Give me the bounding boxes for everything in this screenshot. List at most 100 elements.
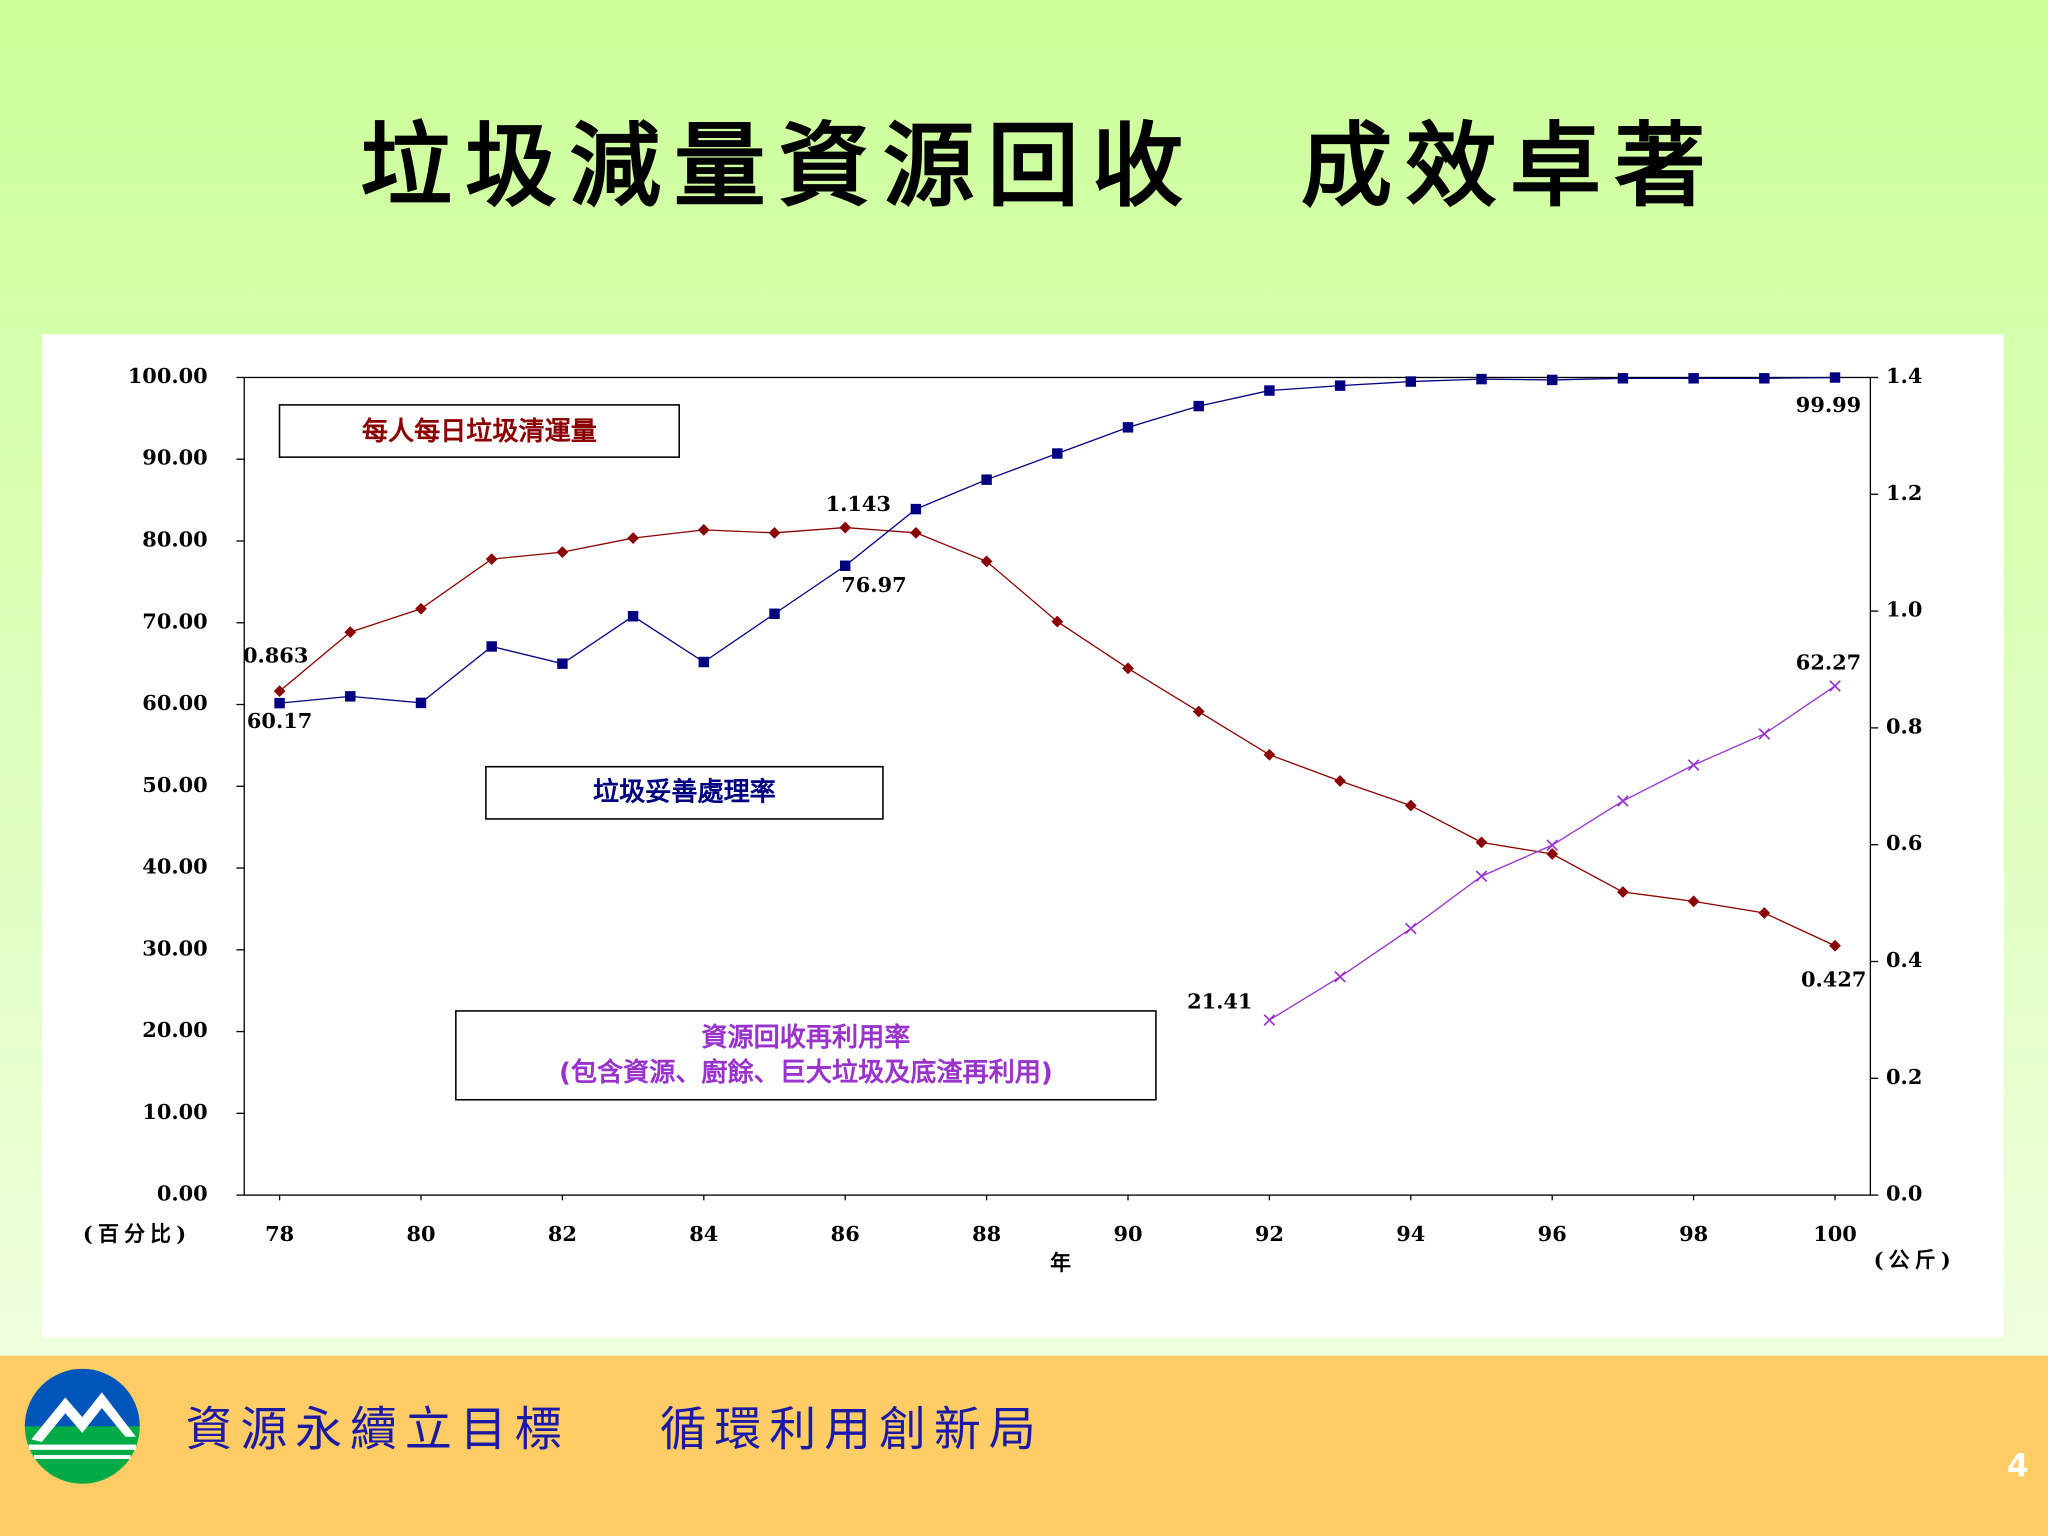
- slide-title: 垃圾減量資源回收 成效卓著: [361, 112, 1719, 219]
- marker: [1546, 848, 1559, 860]
- y2-tick-label: 0.8: [1886, 713, 1922, 738]
- data-label: 0.427: [1801, 966, 1866, 991]
- marker: [273, 685, 286, 697]
- y-tick-label: 40.00: [142, 854, 207, 879]
- data-label: 62.27: [1796, 649, 1861, 674]
- marker: [345, 691, 356, 702]
- y2-tick-label: 0.2: [1886, 1064, 1922, 1089]
- x-tick-label: 96: [1538, 1221, 1567, 1246]
- chart: 0.00 10.00 20.00 30.00 40.00 50.00 60.00 70.00 8…: [83, 363, 1956, 1275]
- marker: [1192, 705, 1205, 718]
- marker: [1617, 373, 1629, 384]
- legend-box: [455, 1010, 1157, 1101]
- marker: [768, 526, 781, 539]
- data-label: 99.99: [1796, 392, 1861, 417]
- marker: [1122, 422, 1134, 433]
- chart-panel: [41, 334, 2004, 1338]
- legend-label: (包含資源、廚餘、巨大垃圾及底渣再利用): [559, 1057, 1053, 1088]
- marker: [1051, 615, 1064, 628]
- footer-slogan: 循環利用創新局: [660, 1402, 1044, 1457]
- x-tick-label: 86: [831, 1221, 860, 1246]
- x-tick-label: 82: [548, 1221, 577, 1246]
- marker: [627, 532, 639, 544]
- x-tick-label: 88: [972, 1221, 1001, 1246]
- data-label: 76.97: [841, 572, 906, 597]
- y2-tick-label: 1.4: [1886, 363, 1922, 388]
- y-tick-label: 30.00: [142, 935, 207, 960]
- marker: [910, 503, 922, 515]
- y2-tick-label: 0.4: [1886, 947, 1922, 972]
- data-label: 1.143: [826, 491, 891, 516]
- legend-box: [485, 765, 884, 820]
- marker: [1334, 380, 1346, 391]
- page-number: 4: [2007, 1448, 2029, 1484]
- marker: [415, 602, 427, 615]
- marker: [1475, 870, 1488, 883]
- footer-band: [0, 1355, 2048, 1536]
- marker: [698, 656, 710, 668]
- marker: [1052, 448, 1063, 459]
- marker: [1404, 922, 1417, 935]
- marker: [1404, 799, 1417, 812]
- y2-tick-label: 0.0: [1886, 1181, 1922, 1206]
- y-tick-label: 90.00: [142, 445, 207, 470]
- data-label: 60.17: [247, 708, 312, 733]
- data-label: 21.41: [1187, 989, 1252, 1014]
- marker: [1263, 1014, 1276, 1026]
- marker: [1829, 939, 1841, 952]
- marker: [1546, 839, 1559, 851]
- marker: [1759, 373, 1770, 384]
- marker: [486, 641, 497, 652]
- marker: [1829, 372, 1841, 383]
- marker: [556, 546, 569, 558]
- marker: [485, 553, 498, 565]
- marker: [981, 474, 992, 485]
- y-tick-label: 100.00: [128, 363, 208, 388]
- y-tick-label: 80.00: [142, 526, 207, 551]
- marker: [910, 526, 922, 539]
- x-tick-label: 78: [265, 1221, 294, 1246]
- x-axis-label: 年: [1050, 1250, 1071, 1275]
- marker: [1829, 680, 1841, 692]
- marker: [1193, 400, 1204, 412]
- marker: [1476, 373, 1487, 385]
- marker: [274, 697, 285, 709]
- legend-label: 每人每日垃圾清運量: [362, 416, 597, 447]
- marker: [1475, 836, 1488, 849]
- y-tick-label: 60.00: [142, 690, 207, 715]
- y2-axis-label: (公斤): [1874, 1247, 1956, 1272]
- marker: [627, 610, 639, 622]
- y-tick-label: 10.00: [142, 1099, 207, 1124]
- marker: [697, 524, 710, 536]
- marker: [1617, 795, 1629, 807]
- marker: [557, 658, 568, 669]
- y-tick-label: 70.00: [142, 608, 207, 633]
- y-tick-label: 20.00: [142, 1017, 207, 1042]
- marker: [1688, 373, 1699, 384]
- marker: [1687, 895, 1700, 908]
- y2-tick-label: 0.6: [1886, 830, 1922, 855]
- x-tick-label: 84: [689, 1221, 718, 1246]
- marker: [839, 521, 852, 534]
- marker: [1687, 759, 1700, 771]
- x-tick-label: 98: [1679, 1221, 1708, 1246]
- marker: [415, 697, 427, 709]
- marker: [980, 555, 993, 568]
- legend-label: 資源回收再利用率: [701, 1022, 910, 1053]
- y2-tick-label: 1.0: [1886, 597, 1922, 622]
- x-tick-label: 90: [1113, 1221, 1142, 1246]
- marker: [769, 608, 780, 619]
- marker: [1758, 728, 1771, 740]
- marker: [1546, 374, 1558, 386]
- x-tick-label: 94: [1396, 1221, 1425, 1246]
- footer-slogan: 資源永續立目標: [185, 1402, 569, 1457]
- data-label: 0.863: [243, 643, 308, 668]
- y2-tick-label: 1.2: [1886, 480, 1922, 505]
- logo: [24, 1368, 140, 1484]
- y-axis-label: (百分比): [83, 1221, 192, 1246]
- marker: [1264, 385, 1275, 396]
- x-tick-label: 80: [406, 1221, 435, 1246]
- marker: [344, 626, 357, 638]
